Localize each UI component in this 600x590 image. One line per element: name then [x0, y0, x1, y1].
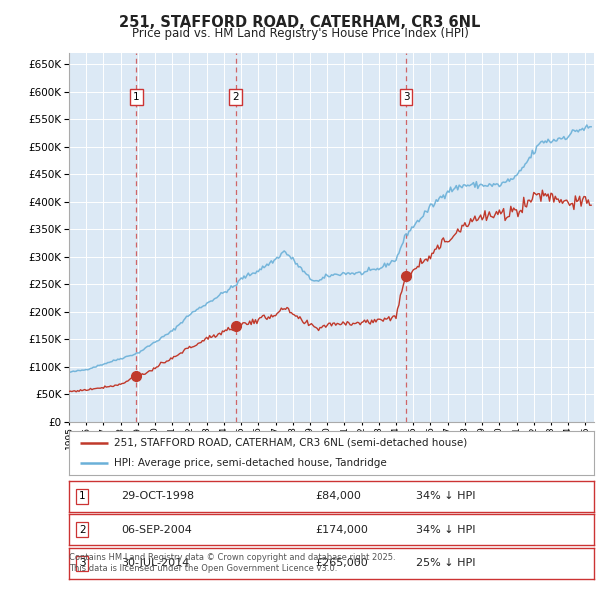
- Text: 30-JUL-2014: 30-JUL-2014: [121, 559, 190, 568]
- Text: Contains HM Land Registry data © Crown copyright and database right 2025.
This d: Contains HM Land Registry data © Crown c…: [69, 553, 395, 573]
- Text: 25% ↓ HPI: 25% ↓ HPI: [415, 559, 475, 568]
- Text: 2: 2: [232, 93, 239, 102]
- Text: 2: 2: [79, 525, 85, 535]
- Text: 251, STAFFORD ROAD, CATERHAM, CR3 6NL: 251, STAFFORD ROAD, CATERHAM, CR3 6NL: [119, 15, 481, 30]
- Text: 1: 1: [79, 491, 85, 501]
- Text: 3: 3: [79, 559, 85, 568]
- Text: £84,000: £84,000: [316, 491, 362, 501]
- Text: HPI: Average price, semi-detached house, Tandridge: HPI: Average price, semi-detached house,…: [113, 458, 386, 468]
- Text: 34% ↓ HPI: 34% ↓ HPI: [415, 525, 475, 535]
- Text: Price paid vs. HM Land Registry's House Price Index (HPI): Price paid vs. HM Land Registry's House …: [131, 27, 469, 40]
- Text: £265,000: £265,000: [316, 559, 368, 568]
- Text: 29-OCT-1998: 29-OCT-1998: [121, 491, 194, 501]
- Text: 251, STAFFORD ROAD, CATERHAM, CR3 6NL (semi-detached house): 251, STAFFORD ROAD, CATERHAM, CR3 6NL (s…: [113, 438, 467, 448]
- Text: 34% ↓ HPI: 34% ↓ HPI: [415, 491, 475, 501]
- Text: £174,000: £174,000: [316, 525, 368, 535]
- Text: 3: 3: [403, 93, 409, 102]
- Text: 1: 1: [133, 93, 140, 102]
- Text: 06-SEP-2004: 06-SEP-2004: [121, 525, 193, 535]
